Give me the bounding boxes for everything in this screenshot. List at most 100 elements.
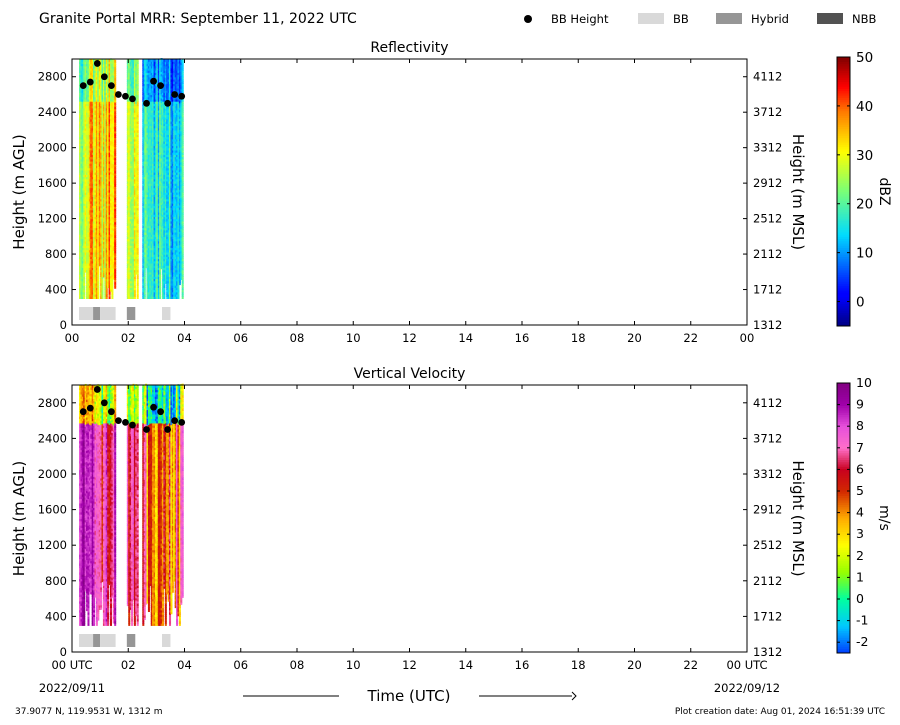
reflectivity-colorbar-tick-label: 40 — [856, 99, 873, 115]
velocity-colorbar-tick-label: 1 — [856, 569, 864, 584]
reflectivity-x-tick-label: 00 — [65, 331, 80, 345]
velocity-panel-title: Vertical Velocity — [354, 366, 466, 382]
reflectivity-y-right-tick-label: 2512 — [753, 212, 782, 226]
velocity-y-right-tick-label: 2112 — [753, 574, 782, 588]
velocity-x-tick-label: 14 — [458, 658, 473, 672]
velocity-bb-type-segment — [162, 634, 171, 647]
velocity-y-right-tick-label: 1712 — [753, 609, 782, 623]
velocity-x-tick-label: 06 — [233, 658, 248, 672]
reflectivity-x-tick-label: 00 — [740, 331, 755, 345]
velocity-colorbar-tick-label: 4 — [856, 505, 864, 520]
legend-label-hybrid: Hybrid — [751, 12, 789, 26]
velocity-bb-height-point — [129, 421, 136, 429]
reflectivity-bb-height-point — [93, 60, 101, 67]
velocity-y-tick-label: 1200 — [38, 538, 67, 552]
velocity-y-tick-label: 2000 — [38, 467, 67, 481]
velocity-x-tick-label: 20 — [627, 658, 642, 672]
reflectivity-colorbar-tick-label: 0 — [856, 295, 865, 311]
velocity-x-tick-label: 16 — [515, 658, 530, 672]
velocity-x-tick-label: 12 — [402, 658, 417, 672]
velocity-bb-type-segment — [100, 634, 116, 647]
velocity-bb-type-segment — [79, 634, 94, 647]
velocity-x-tick-label: 18 — [571, 658, 586, 672]
velocity-bb-height-point — [157, 408, 164, 416]
reflectivity-colorbar-frame — [836, 56, 851, 327]
reflectivity-bb-type-segment — [79, 307, 94, 320]
reflectivity-bb-type-segment — [162, 307, 171, 320]
velocity-colorbar-tick-label: 8 — [856, 418, 864, 433]
velocity-y-right-axis-label: Height (m MSL) — [789, 460, 807, 576]
reflectivity-panel-title: Reflectivity — [370, 40, 448, 56]
reflectivity-colorbar-label: dBZ — [876, 177, 892, 205]
reflectivity-bb-height-point — [129, 95, 136, 103]
velocity-y-axis-label: Height (m AGL) — [10, 461, 28, 576]
reflectivity-y-right-axis-label: Height (m MSL) — [789, 134, 807, 250]
velocity-bb-height-point — [122, 418, 129, 426]
figure-title: Granite Portal MRR: September 11, 2022 U… — [39, 11, 357, 27]
velocity-y-right-tick-label: 1312 — [753, 645, 782, 659]
velocity-x-tick-label: 08 — [290, 658, 305, 672]
reflectivity-x-tick-label: 12 — [402, 331, 417, 345]
reflectivity-bb-height-point — [178, 92, 186, 100]
velocity-heatmap — [79, 383, 184, 626]
velocity-colorbar-tick-label: 2 — [856, 548, 864, 563]
velocity-x-tick-label: 02 — [121, 658, 136, 672]
reflectivity-y-tick-label: 0 — [60, 318, 67, 332]
reflectivity-y-tick-label: 2000 — [38, 141, 67, 155]
velocity-colorbar-tick-label: -1 — [856, 613, 868, 628]
reflectivity-colorbar-tick-label: 20 — [856, 197, 873, 213]
reflectivity-bb-type-segment — [93, 307, 101, 320]
reflectivity-bb-height-point — [100, 73, 108, 81]
velocity-bb-height-point — [79, 408, 87, 416]
velocity-colorbar-label: m/s — [876, 505, 892, 531]
legend-swatch-hybrid — [716, 13, 742, 24]
reflectivity-y-tick-label: 800 — [45, 247, 67, 261]
velocity-y-tick-label: 400 — [45, 609, 67, 623]
reflectivity-colorbar — [837, 57, 850, 327]
velocity-x-tick-label: 10 — [346, 658, 361, 672]
velocity-bb-height-point — [143, 426, 150, 433]
reflectivity-y-right-tick-label: 3312 — [753, 141, 782, 155]
reflectivity-colorbar-tick-label: 30 — [856, 148, 873, 164]
reflectivity-bb-height-point — [115, 91, 122, 98]
reflectivity-bb-height-point — [79, 82, 87, 89]
reflectivity-x-tick-label: 10 — [346, 331, 361, 345]
velocity-colorbar-tick-label: 3 — [856, 526, 864, 541]
reflectivity-bb-type-segment — [100, 307, 116, 320]
velocity-colorbar-tick-label: 9 — [856, 397, 864, 412]
station-location: 37.9077 N, 119.9531 W, 1312 m — [15, 707, 163, 717]
velocity-x-tick-label: 00 UTC — [51, 658, 92, 672]
velocity-bb-height-point — [164, 426, 172, 433]
reflectivity-y-tick-label: 1600 — [38, 176, 67, 190]
velocity-bb-height-point — [178, 418, 186, 426]
reflectivity-bb-height-point — [164, 99, 172, 107]
velocity-colorbar-tick-label: 7 — [856, 440, 864, 455]
reflectivity-y-axis-label: Height (m AGL) — [10, 134, 28, 249]
x-axis-arrow-head — [571, 691, 577, 701]
reflectivity-y-right-tick-label: 3712 — [753, 105, 782, 119]
reflectivity-colorbar-tick-label: 10 — [856, 246, 873, 262]
velocity-x-tick-label: 04 — [177, 658, 192, 672]
velocity-y-right-tick-label: 2912 — [753, 503, 782, 517]
legend-label-nbb: NBB — [852, 12, 876, 26]
velocity-bb-height-point — [86, 404, 94, 412]
reflectivity-y-right-tick-label: 2912 — [753, 176, 782, 190]
reflectivity-x-tick-label: 04 — [177, 331, 192, 345]
reflectivity-y-tick-label: 2400 — [38, 105, 67, 119]
velocity-y-tick-label: 800 — [45, 574, 67, 588]
velocity-colorbar — [837, 383, 850, 654]
velocity-x-tick-label: 22 — [683, 658, 698, 672]
reflectivity-x-tick-label: 22 — [683, 331, 698, 345]
velocity-x-tick-label: 00 UTC — [726, 658, 767, 672]
reflectivity-x-tick-label: 06 — [233, 331, 248, 345]
reflectivity-bb-type-segment — [126, 307, 136, 320]
reflectivity-x-tick-label: 02 — [121, 331, 136, 345]
reflectivity-y-tick-label: 1200 — [38, 212, 67, 226]
legend-label-bb-height: BB Height — [551, 12, 609, 26]
legend-label-bb: BB — [673, 12, 689, 26]
velocity-y-tick-label: 2400 — [38, 431, 67, 445]
x-axis-label: Time (UTC) — [367, 687, 451, 705]
velocity-y-right-tick-label: 3312 — [753, 467, 782, 481]
velocity-y-tick-label: 0 — [60, 645, 67, 659]
